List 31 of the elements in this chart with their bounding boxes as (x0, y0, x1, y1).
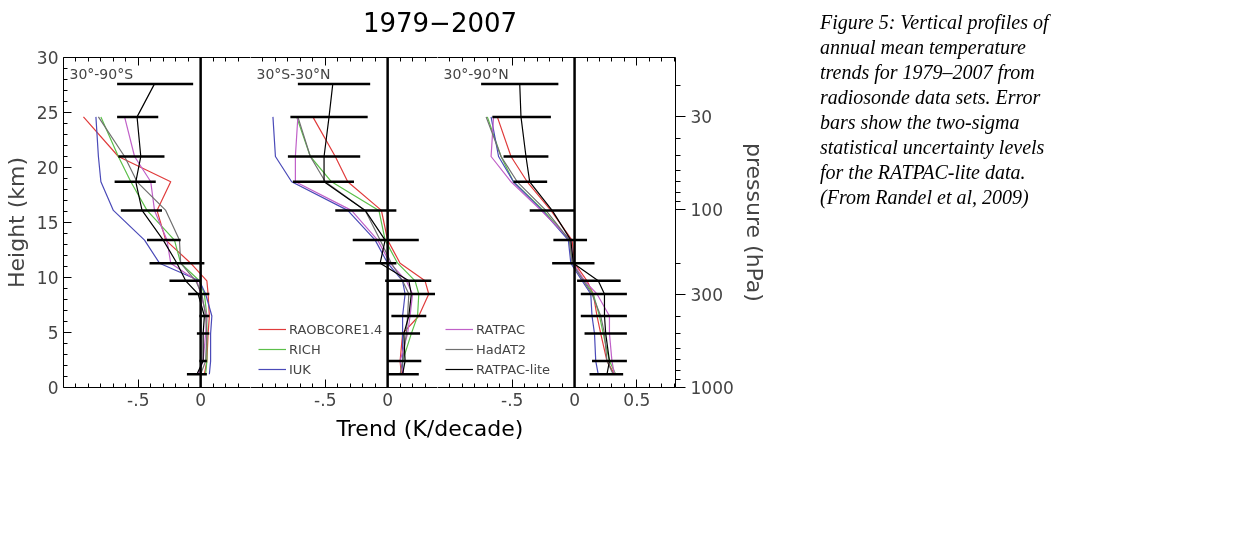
x-tick-label: 0 (382, 389, 394, 410)
chart-title: 1979−2007 (362, 7, 518, 40)
annotation: 30°-90°N (443, 65, 509, 82)
legend-label: RICH (289, 341, 321, 357)
text: 1000 (690, 378, 734, 399)
legend-label: RATPAC (476, 321, 526, 337)
legend-label: HadAT2 (476, 341, 527, 357)
text: 300 (690, 285, 723, 306)
y-tick-label: 15 (36, 213, 59, 234)
text: 100 (690, 200, 723, 221)
y-tick-label: 30 (36, 48, 59, 69)
y-axis-title: Height (km) (3, 157, 29, 289)
y2-axis-title: pressure (hPa) (741, 143, 767, 303)
y-tick-label: 25 (36, 103, 59, 124)
x-tick-label: -.5 (501, 389, 524, 410)
legend-label: RAOBCORE1.4 (289, 321, 383, 337)
x-tick-label: -.5 (314, 389, 337, 410)
y-tick-label: 20 (36, 158, 59, 179)
x-tick-label: 0.5 (623, 389, 651, 410)
legend-label: RATPAC-lite (476, 361, 551, 377)
text: 30 (690, 107, 713, 128)
caption: Figure 5: Vertical profiles of annual mean temperature trends for 1979–2007 from radiosonde data sets. Error bars show the two-sigma statistical uncertainty levels for the RATPAC-lite data. (From Randel et al, 2009) (820, 10, 1052, 210)
x-tick-label: -.5 (127, 389, 150, 410)
y-tick-label: 10 (36, 268, 59, 289)
legend-label: IUK (289, 361, 311, 377)
x-tick-label: 0 (569, 389, 580, 410)
annotation: 30°S-30°N (256, 65, 331, 82)
x-tick-label: 0 (195, 389, 207, 410)
x-axis-title: Trend (K/decade) (336, 415, 524, 444)
annotation: 30°-90°S (69, 65, 134, 82)
y-tick-label: 5 (47, 323, 59, 344)
